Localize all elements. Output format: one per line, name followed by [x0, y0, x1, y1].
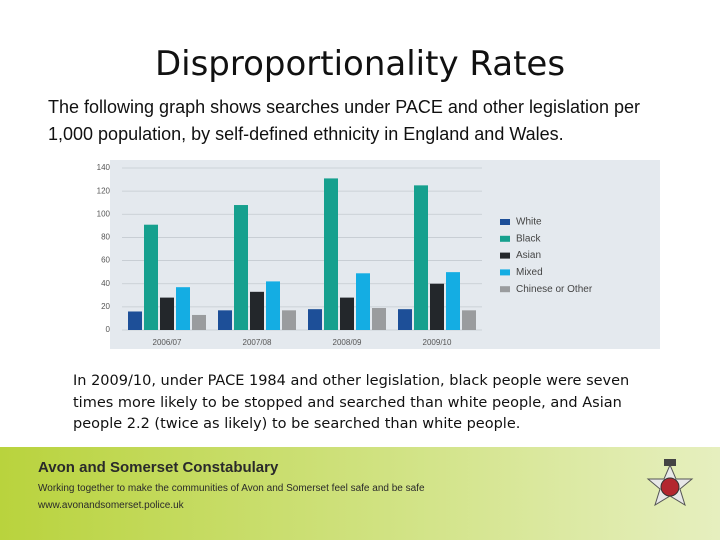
legend-label: Asian: [516, 250, 541, 261]
footer: Avon and Somerset Constabulary Working t…: [0, 447, 720, 540]
slide-title: Disproportionality Rates: [154, 44, 566, 84]
bar: [324, 178, 338, 330]
footer-org: Avon and Somerset Constabulary: [38, 459, 279, 476]
legend-label: White: [516, 217, 542, 228]
note-text: In 2009/10, under PACE 1984 and other le…: [73, 373, 630, 432]
bar: [308, 309, 322, 330]
y-tick-label: 100: [97, 209, 111, 218]
legend-swatch: [500, 286, 510, 293]
x-tick-label: 2008/09: [333, 338, 362, 347]
legend-swatch: [500, 235, 510, 242]
bar: [398, 309, 412, 330]
intro-text: The following graph shows searches under…: [48, 97, 641, 144]
bar: [282, 310, 296, 330]
y-tick-label: 80: [101, 233, 110, 242]
y-tick-label: 0: [106, 325, 111, 334]
bar: [462, 310, 476, 330]
bar: [160, 297, 174, 330]
legend-label: Mixed: [516, 267, 543, 278]
x-tick-label: 2007/08: [243, 338, 272, 347]
bar: [218, 310, 232, 330]
y-tick-label: 120: [97, 186, 111, 195]
bar: [430, 283, 444, 330]
bar: [372, 308, 386, 330]
x-tick-label: 2009/10: [423, 338, 452, 347]
bar: [266, 281, 280, 330]
bar: [414, 185, 428, 330]
legend-label: Chinese or Other: [516, 284, 593, 295]
legend-swatch: [500, 269, 510, 276]
y-tick-label: 20: [101, 302, 110, 311]
y-tick-label: 60: [101, 256, 110, 265]
legend-swatch: [500, 219, 510, 225]
bar: [128, 311, 142, 330]
bar: [340, 297, 354, 330]
police-badge: [646, 459, 694, 507]
x-tick-label: 2006/07: [153, 338, 182, 347]
bar: [356, 273, 370, 330]
legend-swatch: [500, 252, 510, 259]
bar: [176, 287, 190, 330]
bar: [250, 291, 264, 330]
bar: [192, 314, 206, 330]
legend-label: Black: [516, 233, 541, 244]
bar: [234, 205, 248, 330]
y-tick-label: 140: [97, 163, 111, 172]
bar: [446, 272, 460, 330]
footer-url: www.avonandsomerset.police.uk: [38, 500, 184, 511]
bar: [144, 224, 158, 330]
y-tick-label: 40: [101, 279, 110, 288]
footer-motto: Working together to make the communities…: [38, 483, 425, 494]
